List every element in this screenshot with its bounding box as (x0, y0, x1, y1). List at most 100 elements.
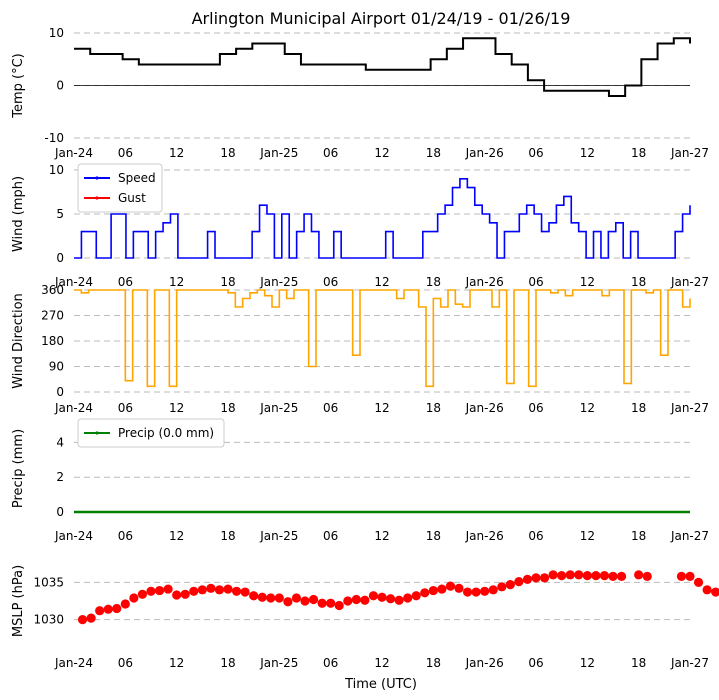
mslp-point (565, 570, 575, 580)
x-tick-label: 06 (528, 656, 543, 670)
x-tick-label: Jan-25 (259, 275, 298, 289)
legend-entry: Speed (118, 171, 156, 185)
mslp-point (368, 591, 379, 601)
x-tick-label: 06 (118, 275, 133, 289)
mslp-point (274, 593, 284, 603)
mslp-point (257, 592, 267, 602)
mslp-point (206, 583, 216, 593)
x-tick-label: 12 (169, 656, 184, 670)
mslp-point (377, 592, 387, 602)
x-tick-label: Jan-27 (670, 529, 709, 543)
mslp-point (249, 591, 259, 601)
mslp-point (137, 589, 148, 599)
x-tick-label: 18 (220, 275, 235, 289)
x-tick-label: Jan-27 (670, 146, 709, 160)
x-tick-label: 18 (220, 401, 235, 415)
mslp-point (223, 584, 233, 594)
mslp-point (685, 571, 695, 582)
mslp-point (172, 590, 182, 600)
x-tick-label: 12 (580, 401, 595, 415)
x-tick-label: Jan-26 (465, 275, 504, 289)
x-tick-label: 12 (374, 529, 389, 543)
x-tick-label: 06 (118, 529, 133, 543)
mslp-point (283, 597, 293, 607)
speed-line (74, 178, 691, 259)
mslp-point (326, 598, 336, 608)
mslp-point (308, 594, 319, 605)
x-tick-label: 06 (118, 401, 133, 415)
mslp-point (505, 580, 515, 590)
x-tick-label: 06 (118, 146, 133, 160)
x-axis-label: Time (UTC) (344, 677, 417, 692)
mslp-point (77, 615, 88, 625)
mslp-point (642, 571, 652, 582)
y-tick-label: 10 (49, 163, 64, 177)
mslp-point (437, 584, 447, 594)
mslp-point (591, 571, 601, 581)
mslp-point (146, 586, 156, 596)
y-tick-label: 180 (41, 334, 64, 348)
mslp-point (385, 594, 396, 604)
mslp-point (531, 573, 541, 583)
legend-marker (95, 196, 99, 200)
mslp-point (197, 585, 207, 595)
mslp-point (95, 606, 105, 616)
x-tick-label: 12 (169, 275, 184, 289)
mslp-point (488, 585, 498, 595)
y-tick-label: 270 (41, 309, 64, 323)
x-tick-label: Jan-27 (670, 656, 709, 670)
x-tick-label: 12 (374, 656, 389, 670)
x-tick-label: Jan-26 (465, 146, 504, 160)
chart-panels: -10 0 10 Jan-24 06 12 18 Jan-25 06 12 18 Jan-26 06 12… (11, 26, 719, 670)
mslp-point (514, 577, 524, 587)
panel-5: 1030 1035 Jan-24 06 12 18 Jan-25 06 12 18 Jan-26 06… (11, 565, 719, 670)
mslp-point (702, 585, 712, 595)
legend-marker (95, 431, 99, 435)
mslp-point (86, 613, 96, 623)
x-tick-label: Jan-27 (670, 401, 709, 415)
mslp-point (214, 585, 225, 595)
mslp-point (129, 593, 139, 603)
x-tick-label: 18 (426, 275, 441, 289)
x-tick-label: 06 (118, 656, 133, 670)
panel-4: 0 2 4 Jan-24 06 12 18 Jan-25 06 12 18 Jan-26 06 12 18 J… (11, 418, 709, 543)
x-tick-label: 12 (374, 146, 389, 160)
x-tick-label: 06 (323, 656, 338, 670)
mslp-point (711, 587, 719, 597)
x-tick-label: Jan-25 (259, 401, 298, 415)
x-tick-label: Jan-26 (465, 529, 504, 543)
mslp-point (616, 571, 627, 582)
x-tick-label: 12 (169, 529, 184, 543)
mslp-point (676, 571, 687, 582)
mslp-point (445, 581, 456, 591)
x-tick-label: Jan-24 (54, 275, 93, 289)
x-tick-label: 12 (580, 529, 595, 543)
mslp-point (693, 577, 704, 587)
x-tick-label: Jan-25 (259, 146, 298, 160)
legend-box (77, 418, 225, 448)
mslp-point (411, 591, 421, 601)
y-tick-label: 360 (41, 283, 64, 297)
mslp-point (454, 583, 464, 593)
temp-line (74, 37, 691, 97)
x-tick-label: 06 (323, 146, 338, 160)
direction-line (74, 289, 691, 388)
mslp-point (634, 570, 644, 580)
y-tick-label: 4 (56, 435, 64, 449)
x-tick-label: Jan-26 (465, 401, 504, 415)
x-tick-label: Jan-24 (54, 529, 93, 543)
y-tick-label: 0 (56, 79, 64, 93)
x-tick-label: Jan-26 (465, 656, 504, 670)
panel-2: 0 5 10 Jan-24 06 12 18 Jan-25 06 12 18 Jan-26 06 12 18… (11, 163, 709, 289)
x-tick-label: 06 (323, 275, 338, 289)
legend-marker (95, 176, 99, 180)
x-tick-label: 12 (374, 275, 389, 289)
mslp-point (120, 599, 130, 609)
x-tick-label: 12 (580, 146, 595, 160)
y-axis-label: Wind (mph) (11, 176, 26, 252)
x-tick-label: 06 (528, 275, 543, 289)
mslp-point (420, 588, 430, 598)
mslp-point (231, 586, 242, 596)
x-tick-label: 18 (426, 529, 441, 543)
y-axis-label: Wind Direction (11, 293, 26, 389)
